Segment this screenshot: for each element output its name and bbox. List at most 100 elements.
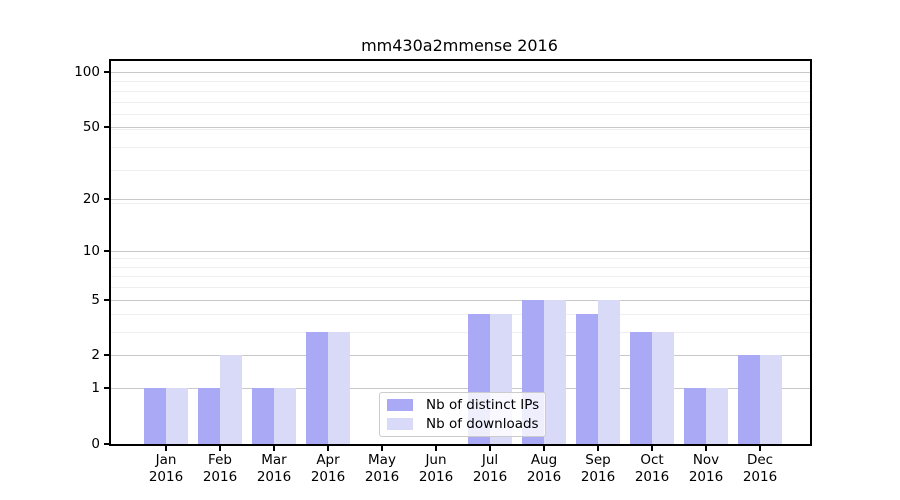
x-tick-month: Jan	[155, 452, 177, 468]
x-tick-mark	[219, 446, 221, 451]
gridline-minor	[111, 258, 810, 260]
x-tick-mark	[165, 446, 167, 451]
x-tick-year: 2016	[202, 469, 238, 485]
x-tick-label: Jun 2016	[404, 452, 468, 486]
bar-downloads	[328, 332, 350, 444]
y-tick-label: 0	[91, 436, 100, 452]
x-tick-year: 2016	[310, 469, 346, 485]
gridline-major	[111, 127, 810, 129]
legend-item: Nb of distinct IPs	[387, 397, 540, 414]
y-tick-label: 10	[82, 242, 100, 259]
y-tick-label: 2	[91, 347, 100, 364]
y-tick-mark	[104, 249, 109, 252]
x-tick-mark	[651, 446, 653, 451]
x-tick-mark	[435, 446, 437, 451]
gridline-minor	[111, 314, 810, 316]
x-tick-mark	[327, 446, 329, 451]
bar-downloads	[706, 388, 728, 444]
legend-item: Nb of downloads	[387, 415, 539, 432]
gridline-minor	[111, 90, 810, 92]
legend-label: Nb of distinct IPs	[426, 397, 540, 414]
x-tick-year: 2016	[688, 469, 724, 485]
bar-downloads	[544, 299, 566, 444]
gridline-minor	[111, 128, 810, 130]
bar-distinct-ips	[630, 332, 652, 444]
chart-title: mm430a2mmense 2016	[361, 36, 558, 55]
x-tick-year: 2016	[526, 469, 562, 485]
x-tick-year: 2016	[148, 469, 184, 485]
gridline-major	[111, 198, 810, 200]
gridline-minor	[111, 114, 810, 116]
x-tick-month: Oct	[640, 452, 664, 468]
bar-distinct-ips	[306, 332, 328, 444]
gridline-major	[111, 299, 810, 301]
legend-swatch-downloads-icon	[387, 417, 413, 430]
x-tick-label: Feb 2016	[188, 452, 252, 486]
x-tick-year: 2016	[472, 469, 508, 485]
x-tick-month: Jul	[481, 452, 499, 468]
x-tick-label: Sep 2016	[566, 452, 630, 486]
y-tick-mark	[104, 443, 109, 445]
x-tick-mark	[597, 446, 599, 451]
gridline-minor	[111, 146, 810, 148]
y-tick-mark	[104, 387, 109, 390]
gridline-major	[111, 72, 810, 74]
x-tick-month: Nov	[692, 452, 720, 468]
x-tick-mark	[759, 446, 761, 451]
x-tick-month: Feb	[208, 452, 232, 468]
x-tick-label: Nov 2016	[674, 452, 738, 486]
y-tick-label: 1	[91, 380, 100, 397]
plot-area	[109, 59, 812, 446]
gridline-minor	[111, 266, 810, 268]
bar-downloads	[760, 355, 782, 444]
y-tick-mark	[104, 298, 109, 301]
y-tick-mark	[104, 197, 109, 200]
bar-distinct-ips	[576, 314, 598, 444]
y-tick-mark	[104, 126, 109, 129]
y-tick-label: 100	[74, 64, 100, 81]
gridline-minor	[111, 169, 810, 171]
y-tick-mark	[104, 354, 109, 357]
x-tick-label: Jul 2016	[458, 452, 522, 486]
x-tick-label: Jan 2016	[134, 452, 198, 486]
x-tick-month: Sep	[585, 452, 611, 468]
x-tick-mark	[273, 446, 275, 451]
x-tick-year: 2016	[418, 469, 454, 485]
y-tick-mark	[104, 71, 109, 74]
x-tick-mark	[381, 446, 383, 451]
bar-distinct-ips	[738, 355, 760, 444]
x-tick-month: Jun	[425, 452, 447, 468]
y-tick-label: 20	[82, 190, 100, 207]
x-tick-year: 2016	[580, 469, 616, 485]
x-tick-month: Mar	[261, 452, 287, 468]
y-tick-label: 5	[91, 291, 100, 308]
gridline-minor	[111, 81, 810, 83]
bar-distinct-ips	[198, 388, 220, 444]
x-tick-label: Aug 2016	[512, 452, 576, 486]
gridline-major	[111, 388, 810, 390]
x-tick-year: 2016	[634, 469, 670, 485]
bar-distinct-ips	[144, 388, 166, 444]
gridline-minor	[111, 332, 810, 334]
x-tick-label: Oct 2016	[620, 452, 684, 486]
bar-downloads	[652, 332, 674, 444]
x-tick-label: Mar 2016	[242, 452, 306, 486]
gridline-minor	[111, 101, 810, 103]
bar-distinct-ips	[684, 388, 706, 444]
gridline-minor	[111, 202, 810, 204]
x-tick-month: Dec	[746, 452, 774, 468]
x-tick-year: 2016	[742, 469, 778, 485]
legend-label: Nb of downloads	[426, 415, 539, 432]
legend-swatch-distinct-ips-icon	[387, 399, 413, 412]
bar-downloads	[274, 388, 296, 444]
x-tick-month: Apr	[316, 452, 340, 468]
x-tick-mark	[489, 446, 491, 451]
x-tick-year: 2016	[256, 469, 292, 485]
x-tick-mark	[543, 446, 545, 451]
gridline-major	[111, 250, 810, 252]
x-tick-month: Aug	[530, 452, 558, 468]
y-tick-label: 50	[82, 119, 100, 136]
x-tick-label: Apr 2016	[296, 452, 360, 486]
x-tick-year: 2016	[364, 469, 400, 485]
